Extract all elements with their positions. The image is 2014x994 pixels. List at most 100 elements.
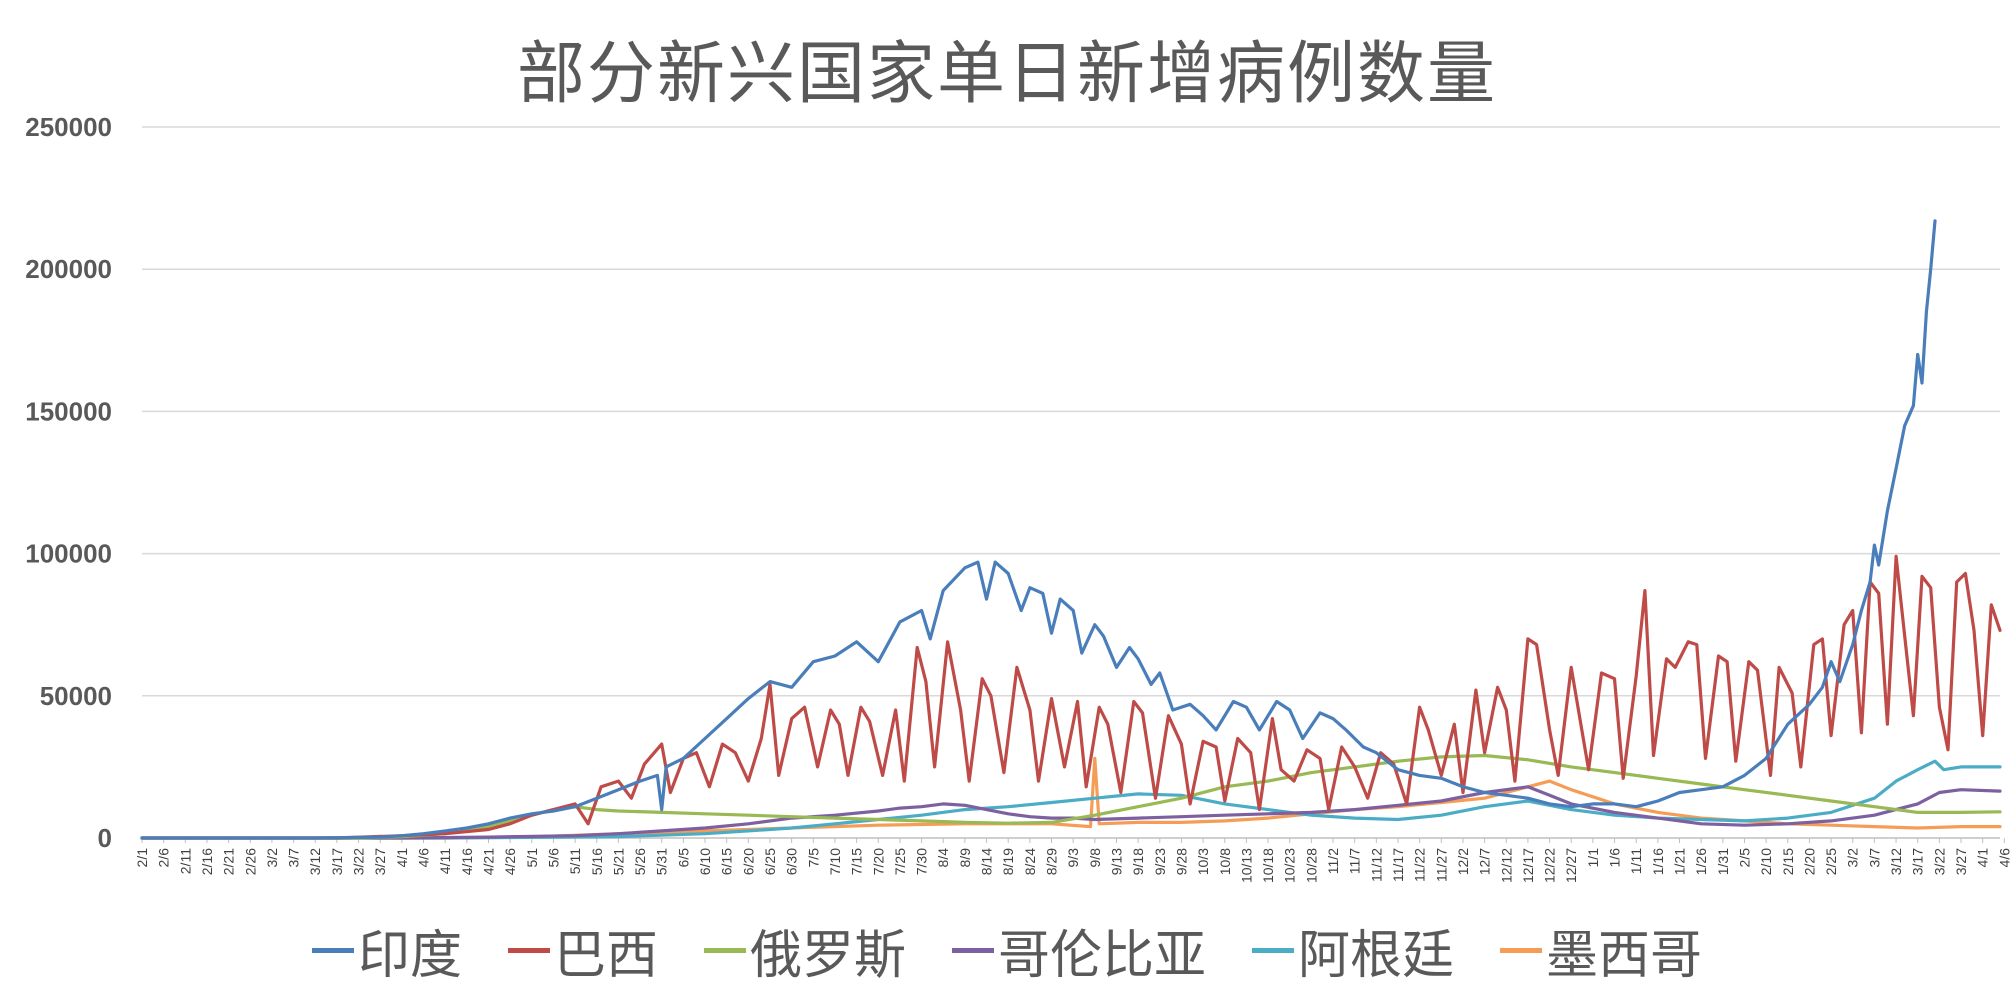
series-line [140, 756, 2002, 840]
x-tick-label: 5/1 [524, 848, 540, 868]
x-tick-label: 3/17 [329, 848, 345, 875]
x-tick-label: 8/4 [935, 848, 951, 868]
x-tick-label: 1/16 [1650, 848, 1666, 875]
x-tick-label: 11/22 [1412, 848, 1428, 882]
legend-item: 阿根廷 [1252, 913, 1454, 988]
legend-swatch [507, 947, 550, 953]
x-tick-label: 3/27 [1953, 848, 1969, 875]
x-tick-label: 8/9 [957, 848, 973, 868]
x-tick-label: 1/26 [1693, 848, 1709, 875]
x-tick-label: 3/17 [1910, 848, 1926, 875]
legend-label: 俄罗斯 [749, 925, 906, 986]
x-tick-label: 9/13 [1108, 848, 1124, 875]
x-tick-label: 6/30 [784, 848, 800, 875]
y-tick-label: 200000 [25, 254, 112, 284]
legend-item: 哥伦比亚 [952, 913, 1206, 988]
x-tick-label: 8/14 [979, 848, 995, 875]
legend-item: 俄罗斯 [703, 913, 906, 988]
x-tick-label: 12/22 [1542, 848, 1558, 883]
x-tick-label: 8/29 [1044, 848, 1060, 875]
x-tick-label: 2/20 [1801, 848, 1817, 875]
x-tick-label: 6/25 [762, 848, 778, 875]
x-tick-label: 5/11 [567, 848, 583, 874]
x-tick-label: 2/6 [156, 848, 172, 868]
x-tick-label: 12/27 [1563, 848, 1579, 883]
x-tick-label: 2/21 [221, 848, 237, 875]
x-tick-label: 10/13 [1238, 848, 1254, 883]
x-tick-label: 2/15 [1780, 848, 1796, 875]
x-tick-label: 4/6 [1996, 848, 2012, 868]
x-tick-label: 6/20 [740, 848, 756, 875]
x-tick-label: 5/31 [654, 848, 670, 875]
y-axis-tick-labels: 250000 200000 150000 100000 50000 0 [25, 112, 112, 853]
x-tick-label: 1/21 [1672, 848, 1688, 875]
x-tick-label: 2/5 [1736, 848, 1752, 868]
legend-swatch [1252, 947, 1295, 953]
x-tick-label: 4/21 [480, 848, 496, 875]
x-tick-label: 7/20 [870, 848, 886, 875]
x-tick-label: 10/23 [1282, 848, 1298, 883]
x-tick-label: 7/25 [892, 848, 908, 875]
x-tick-label: 2/11 [177, 848, 193, 874]
grid-lines [142, 126, 2000, 839]
x-tick-label: 3/22 [1931, 848, 1947, 875]
legend-item: 墨西哥 [1500, 913, 1702, 988]
series-line [140, 785, 2002, 840]
x-axis-tick-labels: 2/1 2/6 2/11 2/16 2/21 2/26 3/2 3/7 3/12 3/17 3/22… [134, 838, 2012, 883]
y-tick-label: 250000 [25, 112, 112, 142]
x-tick-label: 2/26 [242, 848, 258, 875]
x-tick-label: 12/7 [1477, 848, 1493, 875]
x-tick-label: 2/1 [134, 848, 150, 868]
x-tick-label: 4/6 [416, 848, 432, 868]
x-tick-label: 3/22 [351, 848, 367, 875]
x-tick-label: 11/2 [1325, 848, 1341, 874]
x-tick-label: 12/17 [1520, 848, 1536, 883]
x-tick-label: 1/6 [1607, 848, 1623, 868]
legend-label: 巴西 [553, 925, 658, 986]
x-tick-label: 1/31 [1715, 848, 1731, 875]
y-tick-label: 0 [98, 823, 112, 853]
x-tick-label: 10/3 [1195, 848, 1211, 875]
x-tick-label: 5/21 [610, 848, 626, 875]
x-tick-label: 6/15 [719, 848, 735, 875]
x-tick-label: 1/11 [1628, 848, 1644, 874]
x-tick-label: 12/12 [1498, 848, 1514, 883]
x-tick-label: 6/10 [697, 848, 713, 875]
legend-swatch [311, 947, 354, 953]
x-tick-label: 7/10 [827, 848, 843, 875]
x-tick-label: 10/8 [1217, 848, 1233, 875]
y-tick-label: 50000 [40, 681, 112, 711]
x-tick-label: 4/1 [394, 848, 410, 868]
x-tick-label: 9/18 [1130, 848, 1146, 875]
series-lines [140, 219, 2002, 840]
x-tick-label: 3/12 [307, 848, 323, 875]
x-tick-label: 7/5 [805, 848, 821, 868]
x-tick-label: 9/28 [1173, 848, 1189, 875]
y-tick-label: 100000 [25, 539, 112, 569]
legend-swatch [1500, 947, 1543, 953]
x-tick-label: 11/17 [1390, 848, 1406, 882]
x-tick-label: 3/12 [1888, 848, 1904, 875]
chart-title: 部分新兴国家单日新增病例数量 [516, 35, 1497, 114]
x-tick-label: 1/1 [1585, 848, 1601, 868]
legend-item: 巴西 [507, 913, 658, 988]
legend-label: 哥伦比亚 [998, 925, 1207, 986]
x-tick-label: 4/26 [502, 848, 518, 875]
x-tick-label: 4/1 [1975, 848, 1991, 868]
x-tick-label: 2/25 [1823, 848, 1839, 875]
x-tick-label: 6/5 [675, 848, 691, 868]
x-tick-label: 5/16 [589, 848, 605, 875]
x-tick-label: 9/3 [1065, 848, 1081, 868]
x-tick-label: 8/24 [1022, 848, 1038, 875]
series-line [140, 759, 2002, 840]
x-tick-label: 8/19 [1000, 848, 1016, 875]
x-tick-label: 9/23 [1152, 848, 1168, 875]
series-line [140, 554, 2002, 840]
x-tick-label: 5/26 [632, 848, 648, 875]
x-tick-label: 3/2 [1845, 848, 1861, 868]
x-tick-label: 11/12 [1368, 848, 1384, 882]
x-tick-label: 12/2 [1455, 848, 1471, 875]
legend-item: 印度 [311, 913, 462, 988]
